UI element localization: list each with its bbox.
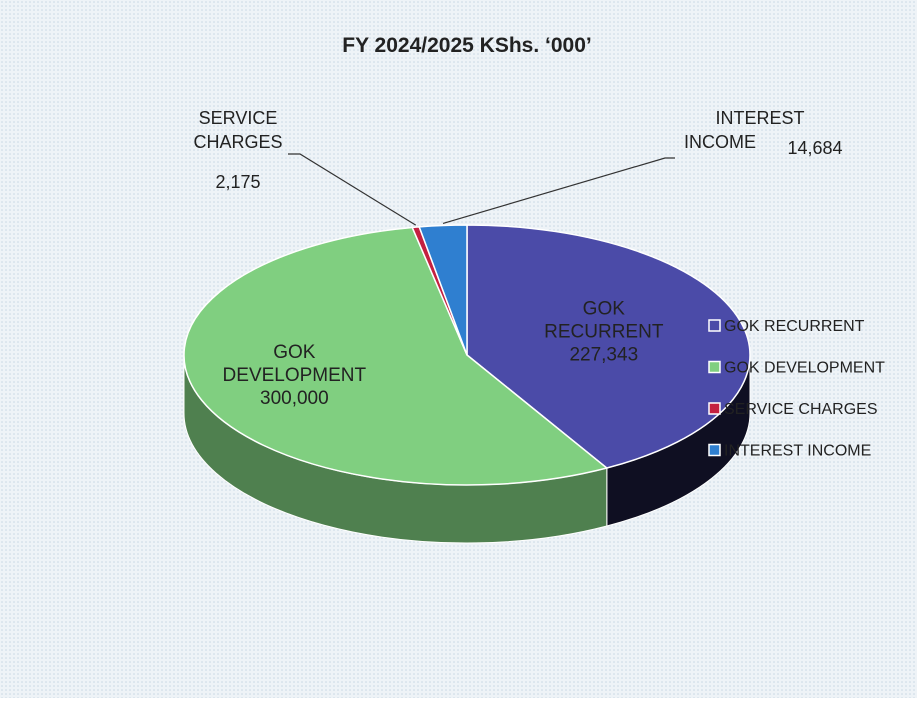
legend-label: GOK DEVELOPMENT xyxy=(724,360,885,377)
slice-label: GOK DEVELOPMENT xyxy=(223,342,367,386)
legend-label: GOK RECURRENT xyxy=(724,318,865,335)
pie-slice xyxy=(418,224,468,356)
legend-label: SERVICE CHARGES xyxy=(724,401,878,418)
legend-label: INTEREST INCOME xyxy=(724,443,871,460)
slice-value: 14,684 xyxy=(787,138,842,158)
legend-swatch xyxy=(708,319,721,332)
legend-swatch xyxy=(708,360,721,374)
legend-swatch xyxy=(708,402,721,415)
pie-slice xyxy=(183,226,609,486)
leader-line xyxy=(288,153,417,226)
slice-value: 2,175 xyxy=(215,172,260,192)
legend-swatch xyxy=(708,443,721,457)
leader-line xyxy=(442,157,675,225)
slice-label: INTEREST INCOME xyxy=(684,108,805,152)
slice-label: SERVICE CHARGES xyxy=(193,108,282,152)
pie-slice xyxy=(466,224,751,469)
chart-title: FY 2024/2025 KShs. ‘000’ xyxy=(342,34,591,57)
slice-label: GOK RECURRENT xyxy=(544,299,664,343)
slice-value: 300,000 xyxy=(260,388,329,409)
slice-value: 227,343 xyxy=(569,345,638,366)
